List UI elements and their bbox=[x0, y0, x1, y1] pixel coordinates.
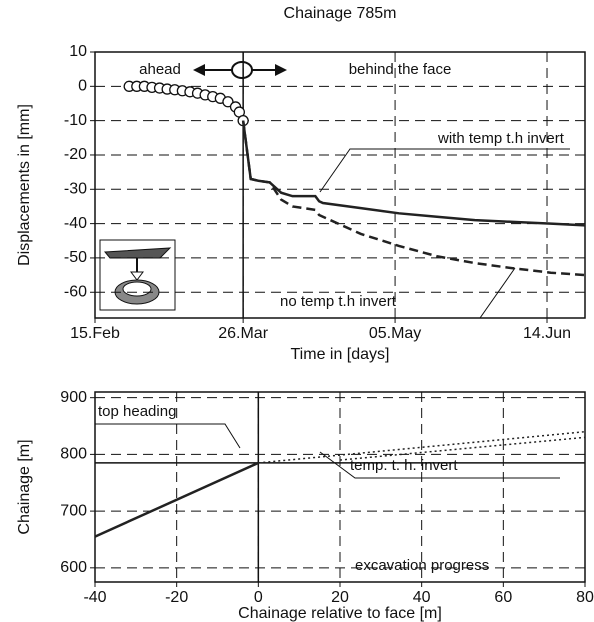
y-tick-label: -10 bbox=[64, 112, 87, 129]
annotation: ahead bbox=[139, 61, 181, 78]
series-label: top heading bbox=[98, 403, 176, 420]
data-line bbox=[94, 461, 259, 538]
series-label: temp. t. h. invert bbox=[350, 457, 458, 474]
leader-line bbox=[319, 148, 570, 193]
y-axis-label: Chainage [m] bbox=[16, 439, 33, 534]
y-tick-label: 700 bbox=[60, 502, 87, 519]
x-axis-label: Chainage relative to face [m] bbox=[238, 605, 442, 622]
y-tick-label: 600 bbox=[60, 559, 87, 576]
x-tick-label: 14.Jun bbox=[523, 325, 571, 342]
y-tick-label: 900 bbox=[60, 389, 87, 406]
y-axis-label: Displacements in [mm] bbox=[16, 104, 33, 266]
chart-title: Chainage 785m bbox=[284, 5, 397, 22]
tunnel-icon bbox=[99, 239, 176, 311]
annotation: excavation progress bbox=[355, 557, 489, 574]
y-tick-label: -50 bbox=[64, 249, 87, 266]
series-label: no temp t.h invert bbox=[280, 293, 397, 310]
y-tick-label: 10 bbox=[69, 43, 87, 60]
x-tick-label: 05.May bbox=[369, 325, 421, 342]
x-tick-label: 20 bbox=[331, 589, 349, 606]
x-tick-label: 15.Feb bbox=[70, 325, 120, 342]
x-tick-label: 40 bbox=[413, 589, 431, 606]
leader-line bbox=[319, 451, 560, 479]
leader-line bbox=[95, 423, 241, 449]
plot-frame bbox=[94, 51, 586, 319]
annotation: behind the face bbox=[349, 61, 452, 78]
x-tick-label: -40 bbox=[83, 589, 106, 606]
y-tick-label: -40 bbox=[64, 215, 87, 232]
x-tick-label: 60 bbox=[494, 589, 512, 606]
plot-frame bbox=[94, 391, 586, 583]
y-tick-label: -20 bbox=[64, 146, 87, 163]
x-tick-label: -20 bbox=[165, 589, 188, 606]
x-tick-label: 0 bbox=[254, 589, 263, 606]
data-line bbox=[241, 120, 586, 277]
y-tick-label: 800 bbox=[60, 446, 87, 463]
series-label: with temp t.h invert bbox=[437, 130, 565, 147]
x-axis-label: Time in [days] bbox=[291, 346, 390, 363]
y-tick-label: -60 bbox=[64, 283, 87, 300]
data-line bbox=[339, 436, 586, 461]
y-tick-label: 0 bbox=[78, 78, 87, 95]
data-point bbox=[222, 96, 234, 108]
x-tick-label: 26.Mar bbox=[218, 325, 268, 342]
x-tick-label: 80 bbox=[576, 589, 594, 606]
y-tick-label: -30 bbox=[64, 181, 87, 198]
face-arrows bbox=[193, 61, 287, 79]
